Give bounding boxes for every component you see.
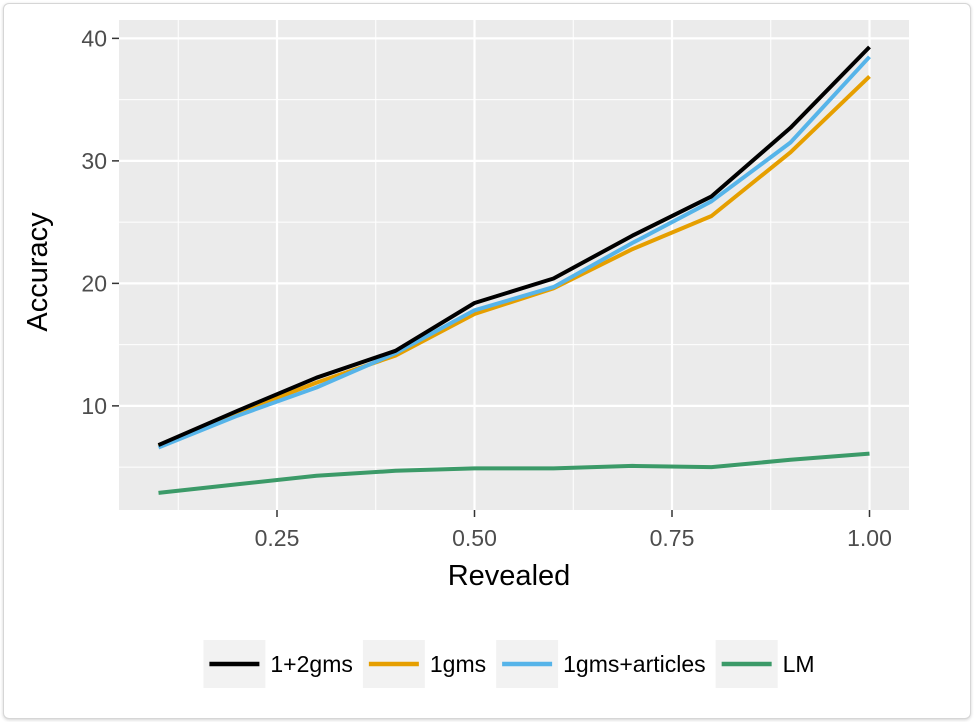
legend-item: LM xyxy=(715,640,815,688)
y-tick-label: 30 xyxy=(81,148,107,174)
legend-label: 1+2gms xyxy=(270,651,352,677)
legend-item: 1gms xyxy=(362,640,486,688)
y-tick-labels: 10 20 30 40 xyxy=(81,25,107,419)
legend-item: 1+2gms xyxy=(203,640,353,688)
y-axis-title: Accuracy xyxy=(22,212,54,332)
y-tick-label: 40 xyxy=(81,25,107,51)
y-tick-label: 20 xyxy=(81,270,107,296)
axis-ticks xyxy=(112,37,871,517)
x-tick-label: 0.50 xyxy=(452,525,497,551)
legend-label: 1gms+articles xyxy=(563,651,706,677)
series-line-1gms xyxy=(157,74,871,449)
legend-item: 1gms+articles xyxy=(496,640,706,688)
series-line-1gms-articles xyxy=(157,55,871,450)
x-tick-label: 0.25 xyxy=(255,525,300,551)
legend-label: LM xyxy=(783,651,815,677)
y-tick-label: 10 xyxy=(81,393,107,419)
series-line-lm xyxy=(158,451,870,495)
x-tick-labels: 0.25 0.50 0.75 1.00 xyxy=(255,525,892,551)
series-line-1-2gms xyxy=(157,45,871,447)
legend-label: 1gms xyxy=(430,651,486,677)
x-tick-label: 1.00 xyxy=(847,525,892,551)
series-lines xyxy=(157,45,871,495)
x-tick-label: 0.75 xyxy=(650,525,695,551)
x-axis-title: Revealed xyxy=(448,560,571,592)
legend: 1+2gms 1gms 1gms+articles LM xyxy=(203,640,815,688)
plot-panel xyxy=(119,20,909,510)
